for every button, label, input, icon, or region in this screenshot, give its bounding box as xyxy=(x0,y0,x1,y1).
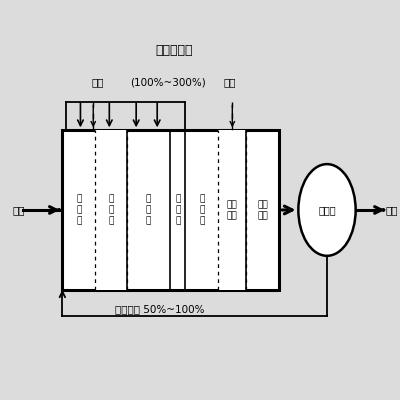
Text: 污泥回流 50%~100%: 污泥回流 50%~100% xyxy=(115,305,205,315)
Text: 好
氧
区: 好 氧 区 xyxy=(175,194,180,226)
Bar xyxy=(95,130,126,290)
Text: 出水: 出水 xyxy=(385,205,398,215)
Text: 厌
氧
区: 厌 氧 区 xyxy=(76,194,82,226)
Text: 碳源: 碳源 xyxy=(92,78,104,88)
Text: 缺
氧
区: 缺 氧 区 xyxy=(146,194,151,226)
Bar xyxy=(218,130,246,290)
Ellipse shape xyxy=(298,164,356,256)
Text: 缺
氧
区: 缺 氧 区 xyxy=(108,194,114,226)
Text: 碳源: 碳源 xyxy=(223,78,236,88)
Text: 进水: 进水 xyxy=(12,205,25,215)
Text: (100%~300%): (100%~300%) xyxy=(130,78,206,88)
Text: 后好
氧区: 后好 氧区 xyxy=(258,200,268,220)
Text: 沉
淀
区: 沉 淀 区 xyxy=(199,194,204,226)
Text: 后缺
氧区: 后缺 氧区 xyxy=(227,200,238,220)
Bar xyxy=(62,130,279,290)
Text: 混合液回流: 混合液回流 xyxy=(155,44,192,57)
Text: 二沉池: 二沉池 xyxy=(318,205,336,215)
